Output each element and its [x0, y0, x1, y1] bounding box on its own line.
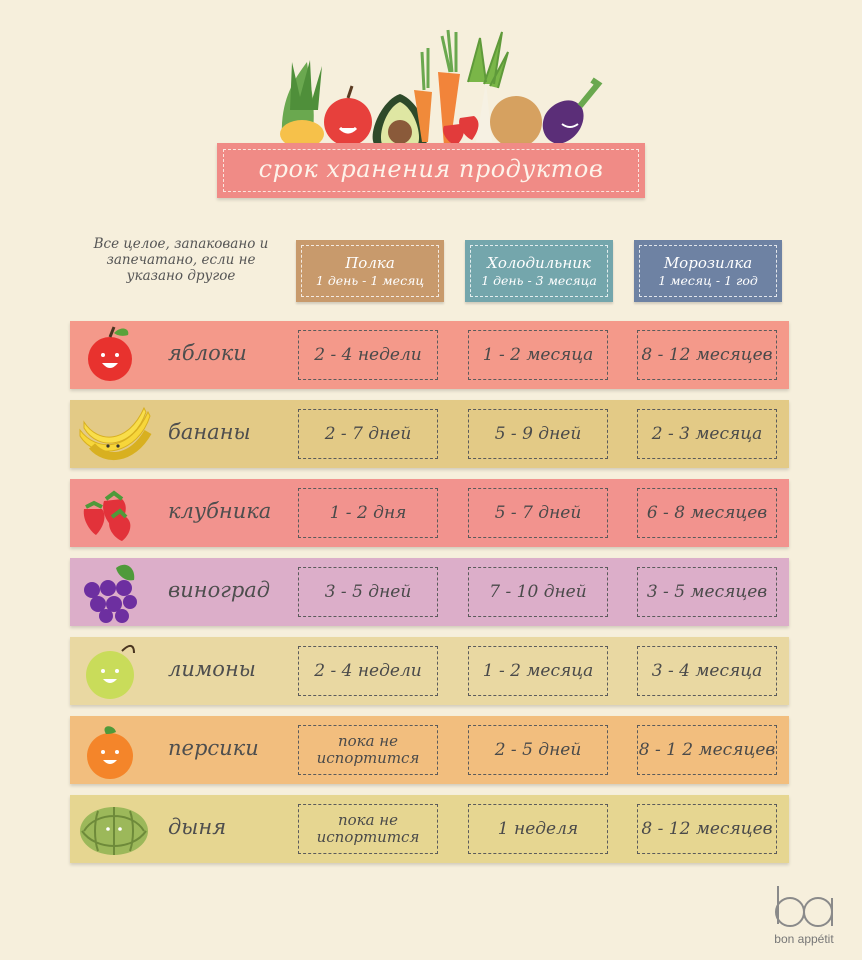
table-row-peaches: персики пока не испортится 2 - 5 дней 8 … — [70, 716, 789, 784]
column-header-range: 1 день - 3 месяца — [481, 273, 597, 288]
cell-shelf: 2 - 4 недели — [298, 646, 438, 696]
column-header-shelf: Полка 1 день - 1 месяц — [296, 240, 444, 302]
lemon-icon — [86, 645, 135, 699]
apple-icon — [88, 326, 132, 381]
cell-shelf: 3 - 5 дней — [298, 567, 438, 617]
table-row-grapes: виноград 3 - 5 дней 7 - 10 дней 3 - 5 ме… — [70, 558, 789, 626]
cell-freezer: 3 - 5 месяцев — [637, 567, 777, 617]
cell-freezer: 2 - 3 месяца — [637, 409, 777, 459]
column-header-fridge: Холодильник 1 день - 3 месяца — [465, 240, 613, 302]
cell-freezer: 8 - 1 2 месяцев — [637, 725, 777, 775]
cell-freezer: 8 - 12 месяцев — [637, 804, 777, 854]
cell-fridge: 5 - 9 дней — [468, 409, 608, 459]
cell-fridge: 1 неделя — [468, 804, 608, 854]
melon-icon — [80, 807, 148, 855]
table-row-apples: яблоки 2 - 4 недели 1 - 2 месяца 8 - 12 … — [70, 321, 789, 389]
cell-shelf: пока не испортится — [298, 804, 438, 854]
vegetables-illustration — [280, 29, 603, 146]
cell-fridge: 1 - 2 месяца — [468, 330, 608, 380]
column-header-name: Полка — [345, 254, 395, 272]
cell-fridge: 7 - 10 дней — [468, 567, 608, 617]
banana-icon — [79, 406, 152, 460]
storage-note: Все целое, запаковано и запечатано, если… — [93, 236, 269, 284]
strawberry-icon — [83, 490, 131, 541]
cell-freezer: 3 - 4 месяца — [637, 646, 777, 696]
cell-fridge: 5 - 7 дней — [468, 488, 608, 538]
row-label: дыня — [168, 815, 227, 839]
row-label: лимоны — [168, 657, 256, 681]
table-row-bananas: бананы 2 - 7 дней 5 - 9 дней 2 - 3 месяц… — [70, 400, 789, 468]
cell-shelf: 2 - 7 дней — [298, 409, 438, 459]
logo-text: bon appétit — [774, 932, 834, 946]
peach-icon — [87, 726, 133, 779]
cell-freezer: 6 - 8 месяцев — [637, 488, 777, 538]
row-label: персики — [168, 736, 259, 760]
cell-fridge: 1 - 2 месяца — [468, 646, 608, 696]
column-header-name: Морозилка — [663, 254, 753, 272]
row-label: бананы — [168, 420, 251, 444]
column-header-name: Холодильник — [487, 254, 591, 272]
table-row-strawberries: клубника 1 - 2 дня 5 - 7 дней 6 - 8 меся… — [70, 479, 789, 547]
table-row-lemons: лимоны 2 - 4 недели 1 - 2 месяца 3 - 4 м… — [70, 637, 789, 705]
cell-freezer: 8 - 12 месяцев — [637, 330, 777, 380]
page-title: срок хранения продуктов — [258, 155, 604, 183]
column-header-range: 1 месяц - 1 год — [658, 273, 758, 288]
cell-shelf: 1 - 2 дня — [298, 488, 438, 538]
row-label: яблоки — [168, 341, 247, 365]
row-label: виноград — [168, 578, 271, 602]
cell-shelf: 2 - 4 недели — [298, 330, 438, 380]
grapes-icon — [84, 564, 137, 623]
cell-shelf: пока не испортится — [298, 725, 438, 775]
cell-fridge: 2 - 5 дней — [468, 725, 608, 775]
row-label: клубника — [168, 499, 272, 523]
column-header-freezer: Морозилка 1 месяц - 1 год — [634, 240, 782, 302]
table-row-melon: дыня пока не испортится 1 неделя 8 - 12 … — [70, 795, 789, 863]
logo-mark-icon — [775, 886, 833, 927]
bon-appetit-logo: bon appétit — [768, 884, 840, 950]
title-banner: срок хранения продуктов — [217, 143, 645, 198]
column-header-range: 1 день - 1 месяц — [315, 273, 425, 288]
